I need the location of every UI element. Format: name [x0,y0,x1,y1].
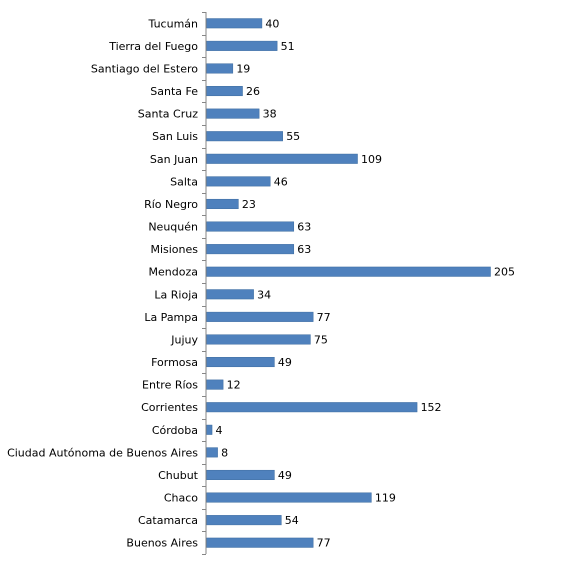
category-label-neuquen: Neuquén [148,221,198,234]
category-label-buenos-aires: Buenos Aires [126,537,198,550]
value-label-la-pampa: 77 [317,311,331,324]
category-label-santa-fe: Santa Fe [150,85,198,98]
value-label-entre-rios: 12 [227,379,241,392]
bar-rio-negro [206,198,239,209]
bar-entre-rios [206,379,224,390]
value-label-salta: 46 [274,175,288,188]
bar-chubut [206,469,275,480]
category-label-tucuman: Tucumán [148,17,198,30]
value-label-rio-negro: 23 [242,198,256,211]
bar-cordoba [206,424,213,435]
value-label-santiago-del-estero: 19 [236,62,250,75]
value-label-la-rioja: 34 [257,288,271,301]
category-label-ciudad-autonoma-de-buenos-aires: Ciudad Autónoma de Buenos Aires [7,446,198,459]
bar-misiones [206,244,295,255]
value-label-tucuman: 40 [265,17,279,30]
value-label-ciudad-autonoma-de-buenos-aires: 8 [221,446,228,459]
category-label-cordoba: Córdoba [152,424,198,437]
category-label-corrientes: Corrientes [141,401,198,414]
bar-salta [206,176,271,187]
bar-catamarca [206,515,282,526]
category-label-chaco: Chaco [164,492,198,505]
bar-santa-fe [206,86,243,97]
value-label-chaco: 119 [375,492,396,505]
y-axis-ticks [202,12,206,555]
value-label-santa-cruz: 38 [263,108,277,121]
bar-san-luis [206,131,283,142]
bar-mendoza [206,266,491,277]
category-label-san-luis: San Luis [152,130,198,143]
value-label-buenos-aires: 77 [317,537,331,550]
category-label-salta: Salta [170,175,198,188]
value-label-formosa: 49 [278,356,292,369]
category-label-la-rioja: La Rioja [154,288,198,301]
bar-formosa [206,357,275,368]
category-label-tierra-del-fuego: Tierra del Fuego [108,40,198,53]
bar-san-juan [206,153,358,164]
value-label-neuquen: 63 [297,221,311,234]
bar-chaco [206,492,372,503]
bar-neuquen [206,221,295,232]
category-label-misiones: Misiones [150,243,198,256]
category-label-catamarca: Catamarca [138,514,198,527]
bar-santiago-del-estero [206,63,234,74]
value-label-catamarca: 54 [285,514,299,527]
value-label-san-juan: 109 [361,153,382,166]
bar-tierra-del-fuego [206,40,278,51]
bar-la-rioja [206,289,254,300]
category-label-la-pampa: La Pampa [144,311,198,324]
value-label-san-luis: 55 [286,130,300,143]
category-label-san-juan: San Juan [150,153,198,166]
bar-tucuman [206,18,263,29]
value-label-corrientes: 152 [421,401,442,414]
value-label-tierra-del-fuego: 51 [281,40,295,53]
bar-series [206,18,491,548]
category-label-entre-rios: Entre Ríos [142,379,198,392]
category-label-jujuy: Jujuy [170,333,198,346]
bar-la-pampa [206,311,314,322]
value-label-misiones: 63 [297,243,311,256]
value-label-chubut: 49 [278,469,292,482]
value-label-jujuy: 75 [314,333,328,346]
value-label-mendoza: 205 [494,266,515,279]
category-label-santa-cruz: Santa Cruz [138,108,198,121]
category-label-santiago-del-estero: Santiago del Estero [91,62,198,75]
bar-santa-cruz [206,108,260,119]
category-label-formosa: Formosa [151,356,198,369]
bar-ciudad-autonoma-de-buenos-aires [206,447,218,458]
bar-jujuy [206,334,311,345]
category-labels: Tucumán Tierra del Fuego Santiago del Este… [7,17,199,549]
category-label-chubut: Chubut [158,469,199,482]
value-label-santa-fe: 26 [246,85,260,98]
bar-corrientes [206,402,418,413]
category-label-rio-negro: Río Negro [144,198,198,211]
bar-buenos-aires [206,537,314,548]
category-label-mendoza: Mendoza [149,266,198,279]
value-label-cordoba: 4 [216,424,223,437]
